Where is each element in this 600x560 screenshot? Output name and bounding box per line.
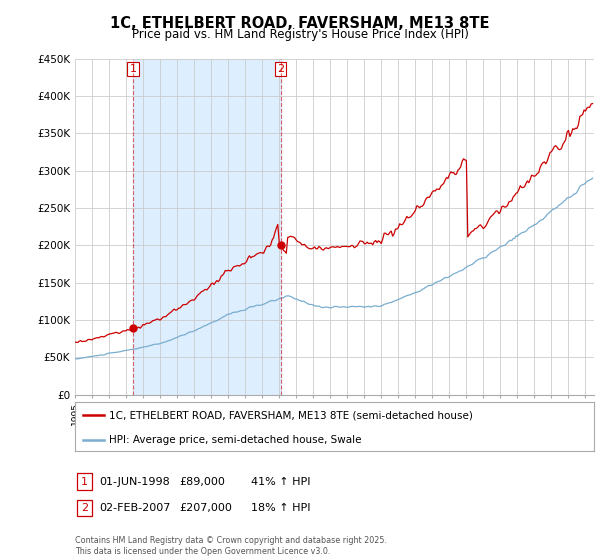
Text: 41% ↑ HPI: 41% ↑ HPI bbox=[251, 477, 311, 487]
Text: 1: 1 bbox=[130, 64, 137, 74]
Text: Price paid vs. HM Land Registry's House Price Index (HPI): Price paid vs. HM Land Registry's House … bbox=[131, 28, 469, 41]
Text: 1C, ETHELBERT ROAD, FAVERSHAM, ME13 8TE (semi-detached house): 1C, ETHELBERT ROAD, FAVERSHAM, ME13 8TE … bbox=[109, 410, 473, 421]
Text: Contains HM Land Registry data © Crown copyright and database right 2025.
This d: Contains HM Land Registry data © Crown c… bbox=[75, 536, 387, 556]
Text: £89,000: £89,000 bbox=[179, 477, 225, 487]
Text: 02-FEB-2007: 02-FEB-2007 bbox=[100, 503, 171, 513]
Text: HPI: Average price, semi-detached house, Swale: HPI: Average price, semi-detached house,… bbox=[109, 435, 361, 445]
Text: 1C, ETHELBERT ROAD, FAVERSHAM, ME13 8TE: 1C, ETHELBERT ROAD, FAVERSHAM, ME13 8TE bbox=[110, 16, 490, 31]
Text: 2: 2 bbox=[277, 64, 284, 74]
Text: 1: 1 bbox=[81, 477, 88, 487]
Text: 2: 2 bbox=[81, 503, 88, 513]
Text: £207,000: £207,000 bbox=[179, 503, 232, 513]
Text: 18% ↑ HPI: 18% ↑ HPI bbox=[251, 503, 311, 513]
Text: 01-JUN-1998: 01-JUN-1998 bbox=[100, 477, 170, 487]
Bar bbox=[133, 59, 281, 395]
